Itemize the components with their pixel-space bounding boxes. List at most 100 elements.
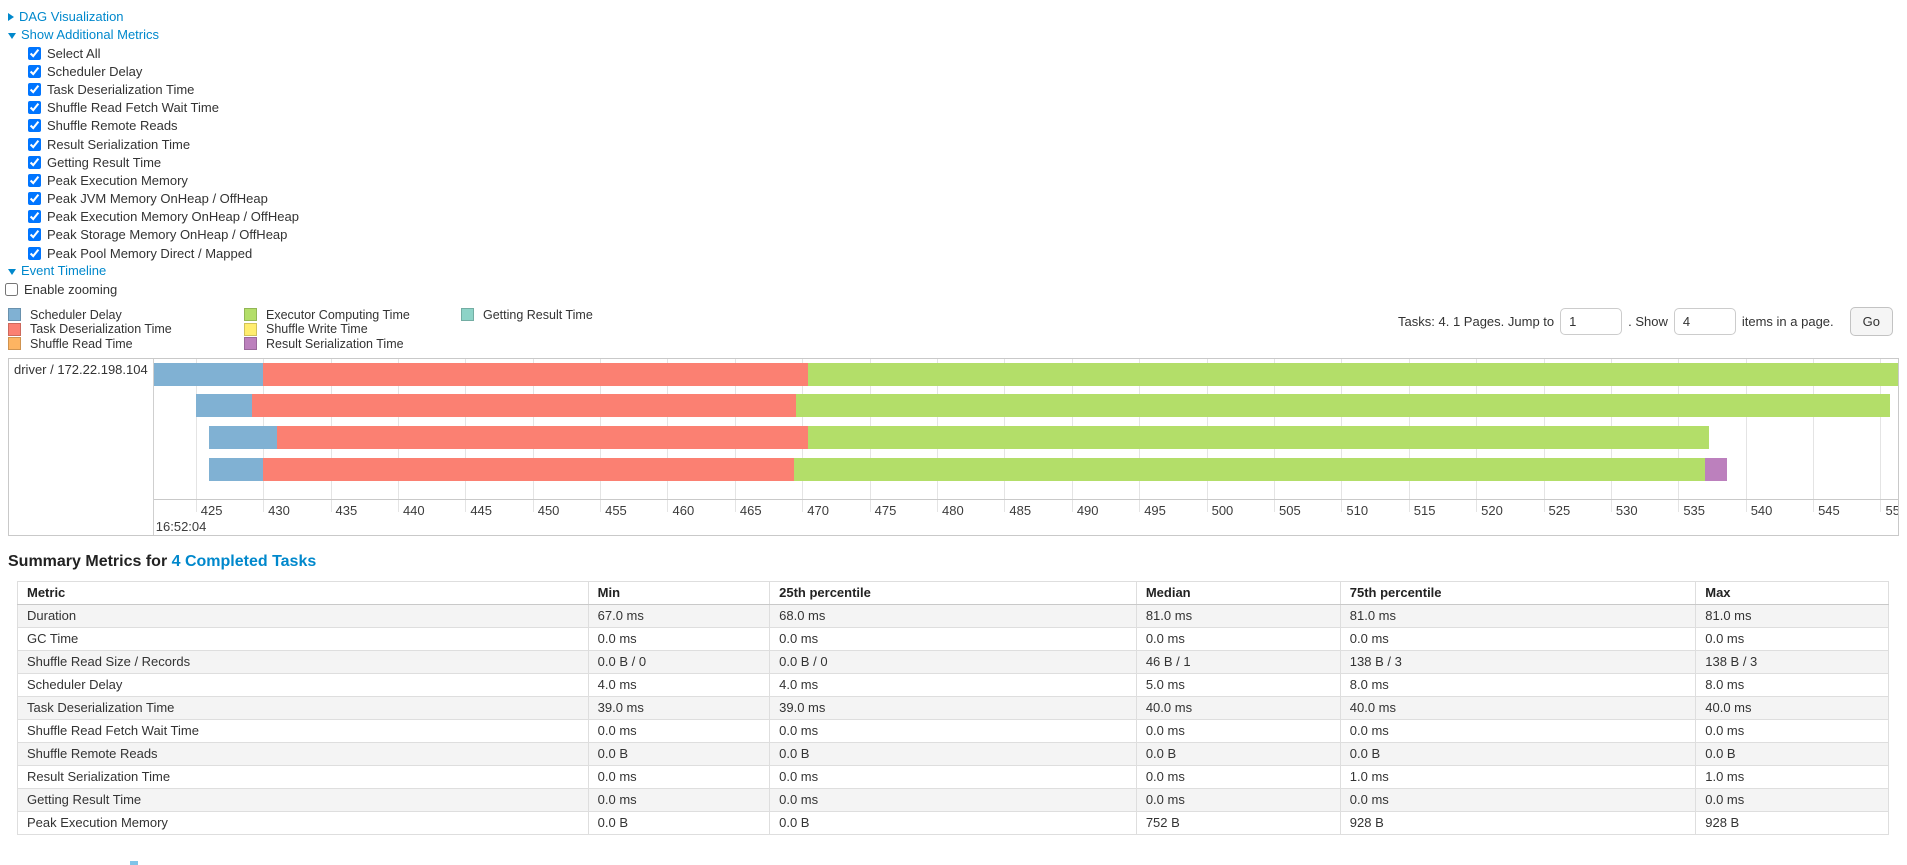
dag-visualization-toggle[interactable]: DAG Visualization [8,8,1899,25]
summary-title-prefix: Summary Metrics for [8,552,172,570]
executor-group-label: driver / 172.22.198.104 [9,358,154,535]
axis-tick-label: 445 [470,502,493,518]
table-row: Shuffle Read Fetch Wait Time 0.0 ms 0.0 ms… [17,718,1889,743]
metric-value-cell: 0.0 ms [1135,718,1341,743]
table-row: Scheduler Delay 4.0 ms 4.0 ms 5.0 ms 8.0 ms 8… [17,672,1889,697]
legend-item: Task Deserialization Time [8,322,212,337]
task-bar-segment [794,457,1706,481]
metric-value-cell: 928 B [1695,810,1889,835]
metric-checkbox[interactable] [28,246,41,260]
axis-tickmark [667,499,669,512]
metric-checkbox[interactable] [28,137,41,151]
enable-zooming-row[interactable]: Enable zooming [5,280,1899,298]
axis-tickmark [1678,499,1680,512]
metric-checkbox-label: Task Deserialization Time [47,81,195,97]
axis-tickmark [532,499,534,512]
task-bar-segment [807,362,1898,386]
metric-checkbox[interactable] [28,119,41,133]
event-timeline-toggle[interactable]: Event Timeline [8,262,1899,279]
metric-checkbox[interactable] [28,173,41,187]
metric-checkbox-item[interactable]: Peak Pool Memory Direct / Mapped [28,244,1899,262]
legend-swatch [8,322,21,336]
table-header-cell: Min [587,580,771,605]
jump-to-page-input[interactable] [1560,308,1623,336]
items-per-page-input[interactable] [1673,308,1736,336]
axis-tick-label: 460 [672,502,695,518]
go-button[interactable]: Go [1849,307,1893,337]
gridline [1745,358,1747,499]
metric-value-cell: 46 B / 1 [1135,649,1341,674]
legend-item: Scheduler Delay [8,307,212,322]
metric-value-cell: 0.0 ms [769,626,1137,651]
axis-tickmark [1139,499,1141,512]
metric-checkbox[interactable] [28,64,41,78]
metric-value-cell: 68.0 ms [769,603,1137,628]
metric-checkbox-item[interactable]: Result Serialization Time [28,135,1899,153]
metric-value-cell: 0.0 B [1695,741,1889,766]
metric-value-cell: 39.0 ms [587,695,771,720]
enable-zooming-checkbox[interactable] [5,282,18,296]
metric-checkbox[interactable] [28,228,41,242]
axis-tick-label: 540 [1750,502,1773,518]
task-bar-segment [276,426,808,450]
legend-label: Task Deserialization Time [30,322,172,336]
metric-checkbox-item[interactable]: Select All [28,44,1899,62]
metric-checkbox-item[interactable]: Getting Result Time [28,153,1899,171]
axis-tickmark [1408,499,1410,512]
metric-value-cell: 0.0 B / 0 [587,649,771,674]
metric-name-cell: Shuffle Read Fetch Wait Time [17,718,589,743]
metric-name-cell: Peak Execution Memory [17,810,589,835]
metric-checkbox[interactable] [28,46,41,60]
show-additional-metrics-toggle[interactable]: Show Additional Metrics [8,26,1899,43]
metric-checkbox-label: Select All [47,45,101,61]
axis-tickmark [465,499,467,512]
axis-tickmark [330,499,332,512]
metric-checkbox-item[interactable]: Peak Execution Memory [28,171,1899,189]
axis-tickmark [1610,499,1612,512]
metric-value-cell: 0.0 ms [587,787,771,812]
metric-checkbox-item[interactable]: Peak Execution Memory OnHeap / OffHeap [28,208,1899,226]
axis-tick-label: 515 [1413,502,1436,518]
metric-checkbox-item[interactable]: Scheduler Delay [28,62,1899,80]
axis-tick-label: 505 [1278,502,1301,518]
metric-checkbox-item[interactable]: Task Deserialization Time [28,80,1899,98]
metric-checkbox-label: Peak JVM Memory OnHeap / OffHeap [47,191,268,207]
metric-checkbox-item[interactable]: Shuffle Remote Reads [28,117,1899,135]
metric-checkbox-label: Peak Execution Memory [47,172,188,188]
metric-checkbox-item[interactable]: Shuffle Read Fetch Wait Time [28,99,1899,117]
axis-tick-label: 550 [1885,502,1898,518]
metric-value-cell: 0.0 ms [587,626,771,651]
metric-value-cell: 0.0 ms [587,764,771,789]
metric-value-cell: 81.0 ms [1135,603,1341,628]
table-row: Result Serialization Time 0.0 ms 0.0 ms 0.0… [17,764,1889,789]
axis-tick-label: 485 [1009,502,1032,518]
task-bar-segment [263,457,795,481]
legend-swatch [8,337,21,350]
metric-value-cell: 0.0 B [769,810,1137,835]
legend-swatch [8,308,21,321]
metric-value-cell: 0.0 ms [1135,764,1341,789]
metric-value-cell: 0.0 ms [769,764,1137,789]
metric-checkbox[interactable] [28,192,41,206]
metric-value-cell: 40.0 ms [1135,695,1341,720]
legend-item: Getting Result Time [461,307,593,322]
table-header-cell: 25th percentile [769,580,1137,605]
event-timeline-label[interactable]: Event Timeline [21,263,107,279]
metric-value-cell: 81.0 ms [1339,603,1697,628]
completed-tasks-link[interactable]: 4 Completed Tasks [171,552,317,570]
metric-value-cell: 4.0 ms [769,672,1137,697]
metric-checkbox[interactable] [28,155,41,169]
metric-checkbox[interactable] [28,101,41,115]
metric-checkbox-item[interactable]: Peak JVM Memory OnHeap / OffHeap [28,190,1899,208]
gridline [195,358,197,499]
show-additional-metrics-label[interactable]: Show Additional Metrics [21,27,160,42]
axis-tick-label: 470 [807,502,829,518]
dag-visualization-label[interactable]: DAG Visualization [19,9,124,24]
metric-checkbox-label: Shuffle Remote Reads [47,118,178,134]
axis-tickmark [1880,499,1882,512]
metric-checkbox-item[interactable]: Peak Storage Memory OnHeap / OffHeap [28,226,1899,244]
gridline [1880,358,1882,499]
metric-checkbox[interactable] [28,210,41,224]
timeline-axis: 425 430 435 440 445 450 455 460 465 470 475 480 485 4… [154,498,1898,535]
metric-checkbox[interactable] [28,82,41,96]
